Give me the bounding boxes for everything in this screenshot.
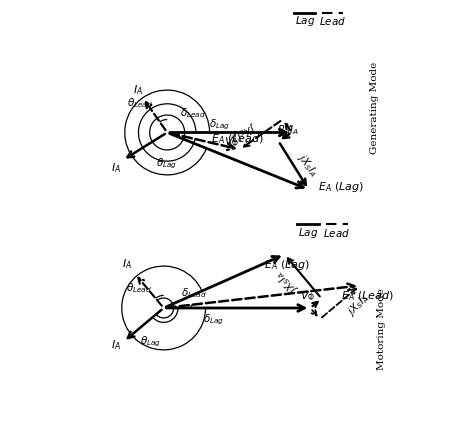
Text: $Lead$: $Lead$ [319, 15, 346, 27]
Text: $\delta_{Lag}$: $\delta_{Lag}$ [203, 312, 224, 327]
Text: $Lead$: $Lead$ [323, 227, 351, 239]
Text: $E_A\ (Lag)$: $E_A\ (Lag)$ [264, 258, 310, 272]
Text: $E_A\ (Lead)$: $E_A\ (Lead)$ [341, 289, 394, 303]
Text: $\delta_{Lag}$: $\delta_{Lag}$ [209, 117, 230, 132]
Text: $\theta_{Lead}$: $\theta_{Lead}$ [126, 281, 152, 295]
Text: $jX_SI_A$: $jX_SI_A$ [344, 291, 372, 319]
Text: $R_AI_A$: $R_AI_A$ [277, 124, 299, 137]
Text: Motoring Mode: Motoring Mode [376, 288, 385, 370]
Text: $I_A$: $I_A$ [111, 161, 121, 175]
Text: $V_\Phi$: $V_\Phi$ [300, 290, 315, 303]
Text: Generating Mode: Generating Mode [370, 61, 379, 154]
Text: $V_\Phi$: $V_\Phi$ [224, 135, 240, 150]
Text: $Lag$: $Lag$ [295, 14, 315, 28]
Text: $I_A$: $I_A$ [133, 83, 143, 97]
Text: $I_A$: $I_A$ [111, 338, 121, 352]
Text: $E_A\ (Lead)$: $E_A\ (Lead)$ [211, 132, 264, 146]
Text: $E_A\ (Lag)$: $E_A\ (Lag)$ [318, 180, 364, 194]
Text: $\theta_{Lag}$: $\theta_{Lag}$ [155, 156, 177, 171]
Text: $\delta_{Lead}$: $\delta_{Lead}$ [180, 106, 206, 121]
Text: $jX_SI_A$: $jX_SI_A$ [229, 119, 258, 144]
Text: $I_A$: $I_A$ [122, 258, 132, 271]
Text: $\theta_{Lead}$: $\theta_{Lead}$ [127, 97, 153, 110]
Text: $Lag$: $Lag$ [298, 226, 319, 240]
Text: $jX_SI_A$: $jX_SI_A$ [273, 268, 301, 296]
Text: $jX_SI_A$: $jX_SI_A$ [294, 151, 321, 180]
Text: $\theta_{Lag}$: $\theta_{Lag}$ [140, 335, 161, 349]
Text: $\delta_{Lead}$: $\delta_{Lead}$ [181, 286, 207, 300]
